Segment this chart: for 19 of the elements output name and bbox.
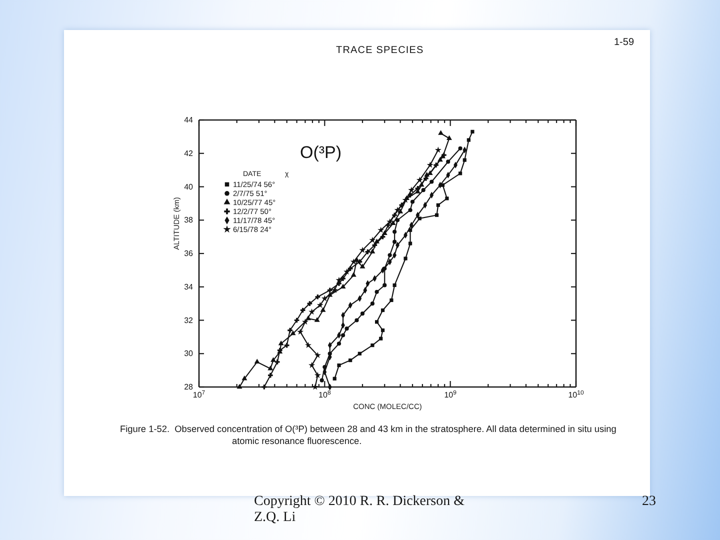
text: Copyright © 2010 R. R. Dickerson & Z.Q. Li [254,494,466,526]
y-tick-label: 36 [184,249,194,258]
y-tick-label: 38 [184,216,194,225]
text: TRACE SPECIES [336,45,424,56]
x-tick-label: 10$^{7}$ [192,390,206,400]
y-tick-label: 44 [184,116,194,125]
caption: Figure 1-52. Observed concentration of O(³P) between 28 and 43 km in the stratosphere. All data determined in situ using atomic resonance fluorescence. [120,424,618,447]
y-tick-label: 30 [184,349,194,358]
text: 1-59 [614,37,634,48]
y-tick-label: 40 [184,182,194,192]
y-tick-label: 34 [184,282,194,292]
text: O(³P) [300,143,342,162]
text: 23 [642,494,656,510]
x-tick-label: 10$^{8}$ [318,390,332,400]
y-tick-label: 28 [184,382,194,392]
y-tick-label: 42 [184,148,194,158]
x-tick-label: 10$^{10}$ [568,390,584,400]
y-tick-label: 32 [184,316,194,325]
x-tick-label: 10$^{9}$ [444,390,458,400]
